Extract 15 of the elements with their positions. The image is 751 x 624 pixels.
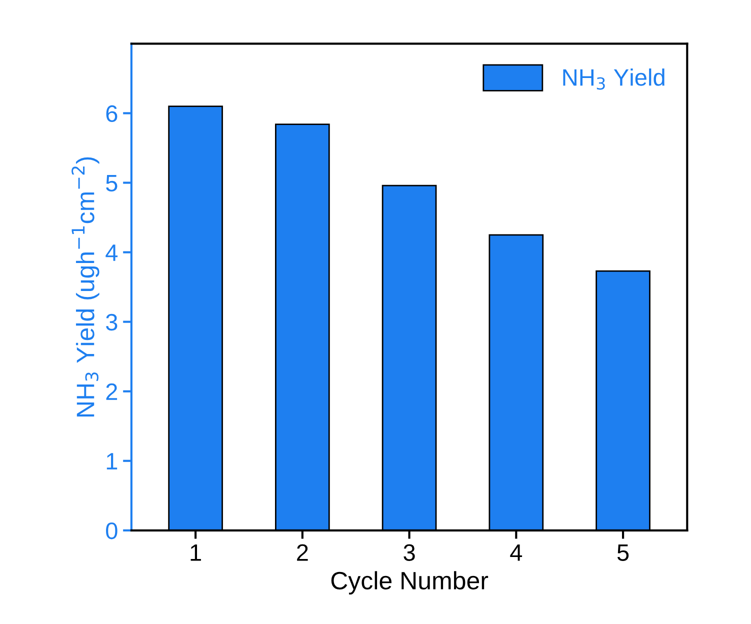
y-tick-label: 2 bbox=[106, 383, 118, 400]
x-tick-label: 3 bbox=[404, 544, 415, 561]
y-tick-label: 3 bbox=[106, 314, 118, 331]
x-tick-label: 4 bbox=[510, 544, 522, 561]
legend-label: NH$_{3}$ Yield bbox=[563, 68, 664, 90]
x-tick-label: 5 bbox=[617, 544, 629, 561]
y-tick-label: 0 bbox=[106, 522, 118, 540]
y-tick-label: 6 bbox=[106, 105, 118, 122]
y-axis-title: NH$_{3}$ Yield (ugh$^{−1}$cm$^{−2}$) bbox=[72, 157, 100, 416]
y-tick-label: 4 bbox=[106, 244, 118, 261]
y-tick-label: 1 bbox=[106, 453, 118, 470]
x-axis-title: Cycle Number bbox=[331, 571, 488, 594]
y-tick-label: 5 bbox=[106, 175, 118, 192]
x-tick-label: 2 bbox=[297, 544, 308, 561]
x-tick-label: 1 bbox=[190, 544, 201, 561]
